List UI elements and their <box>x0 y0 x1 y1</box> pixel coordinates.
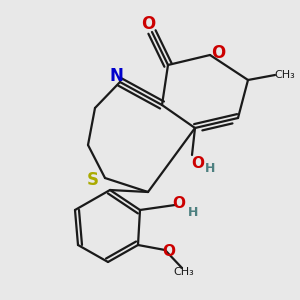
Text: CH₃: CH₃ <box>274 70 296 80</box>
Text: H: H <box>205 163 215 176</box>
Text: CH₃: CH₃ <box>174 267 194 277</box>
Text: S: S <box>87 171 99 189</box>
Text: O: O <box>141 15 155 33</box>
Text: O: O <box>172 196 185 211</box>
Text: N: N <box>109 67 123 85</box>
Text: O: O <box>211 44 225 62</box>
Text: O: O <box>163 244 176 260</box>
Text: O: O <box>191 155 205 170</box>
Text: H: H <box>188 206 198 218</box>
